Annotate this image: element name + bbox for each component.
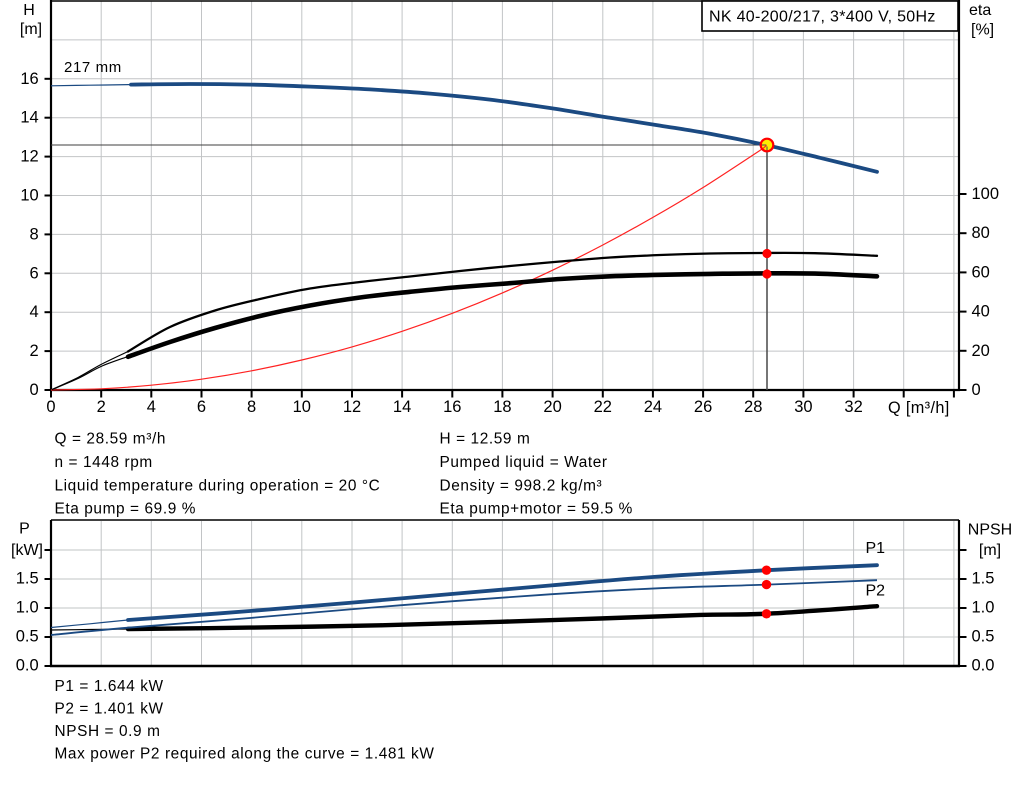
svg-text:0.5: 0.5 (972, 628, 995, 646)
svg-text:24: 24 (644, 398, 662, 416)
svg-text:Liquid temperature during oper: Liquid temperature during operation = 20… (55, 477, 381, 494)
svg-text:6: 6 (30, 264, 39, 282)
svg-text:P: P (19, 521, 30, 538)
svg-text:NPSH = 0.9 m: NPSH = 0.9 m (55, 723, 161, 740)
svg-text:10: 10 (20, 187, 38, 205)
svg-text:1.0: 1.0 (972, 599, 995, 617)
svg-text:18: 18 (493, 398, 511, 416)
svg-text:14: 14 (20, 109, 38, 127)
svg-text:1.5: 1.5 (16, 570, 39, 588)
svg-text:4: 4 (30, 303, 39, 321)
svg-text:P2 = 1.401 kW: P2 = 1.401 kW (55, 701, 164, 718)
svg-text:20: 20 (543, 398, 561, 416)
svg-text:0.5: 0.5 (16, 628, 39, 646)
svg-text:2: 2 (30, 342, 39, 360)
svg-text:H: H (23, 2, 35, 19)
svg-text:16: 16 (20, 70, 38, 88)
svg-text:0: 0 (46, 398, 55, 416)
svg-text:P1: P1 (866, 540, 886, 557)
svg-text:60: 60 (972, 263, 990, 281)
svg-text:n = 1448 rpm: n = 1448 rpm (55, 454, 153, 471)
svg-text:1.0: 1.0 (16, 599, 39, 617)
svg-text:[m]: [m] (979, 542, 1001, 559)
svg-text:22: 22 (594, 398, 612, 416)
svg-text:Density = 998.2 kg/m³: Density = 998.2 kg/m³ (440, 477, 603, 494)
svg-text:6: 6 (197, 398, 206, 416)
svg-text:Max power P2 required along th: Max power P2 required along the curve = … (55, 746, 435, 763)
svg-text:12: 12 (20, 148, 38, 166)
svg-text:20: 20 (972, 342, 990, 360)
svg-text:80: 80 (972, 224, 990, 242)
svg-text:0.0: 0.0 (972, 657, 995, 675)
svg-text:P2: P2 (866, 583, 886, 600)
svg-text:28: 28 (744, 398, 762, 416)
svg-text:eta: eta (969, 2, 991, 19)
svg-text:Eta pump+motor = 59.5 %: Eta pump+motor = 59.5 % (440, 501, 633, 518)
svg-text:NK 40-200/217, 3*400 V, 50Hz: NK 40-200/217, 3*400 V, 50Hz (709, 9, 936, 26)
svg-text:[m]: [m] (20, 21, 42, 38)
svg-text:[%]: [%] (971, 22, 994, 39)
svg-text:Eta pump = 69.9 %: Eta pump = 69.9 % (55, 501, 197, 518)
svg-text:8: 8 (30, 225, 39, 243)
svg-text:30: 30 (794, 398, 812, 416)
svg-text:[kW]: [kW] (11, 542, 43, 559)
svg-text:14: 14 (393, 398, 411, 416)
svg-text:4: 4 (147, 398, 156, 416)
svg-text:40: 40 (972, 303, 990, 321)
svg-text:26: 26 (694, 398, 712, 416)
svg-text:2: 2 (97, 398, 106, 416)
svg-text:0: 0 (972, 381, 981, 399)
svg-text:1.5: 1.5 (972, 570, 995, 588)
svg-text:NPSH: NPSH (968, 522, 1012, 539)
svg-text:12: 12 (343, 398, 361, 416)
svg-text:8: 8 (247, 398, 256, 416)
svg-text:H = 12.59 m: H = 12.59 m (440, 431, 531, 448)
svg-text:P1 = 1.644 kW: P1 = 1.644 kW (55, 678, 164, 695)
svg-text:Q = 28.59 m³/h: Q = 28.59 m³/h (55, 431, 166, 448)
svg-text:32: 32 (844, 398, 862, 416)
svg-text:0.0: 0.0 (16, 657, 39, 675)
svg-text:16: 16 (443, 398, 461, 416)
svg-text:Q [m³/h]: Q [m³/h] (888, 399, 950, 417)
svg-text:Pumped liquid = Water: Pumped liquid = Water (440, 454, 608, 471)
svg-text:217 mm: 217 mm (64, 59, 122, 76)
svg-text:0: 0 (30, 381, 39, 399)
svg-text:100: 100 (972, 185, 1000, 203)
svg-text:10: 10 (293, 398, 311, 416)
